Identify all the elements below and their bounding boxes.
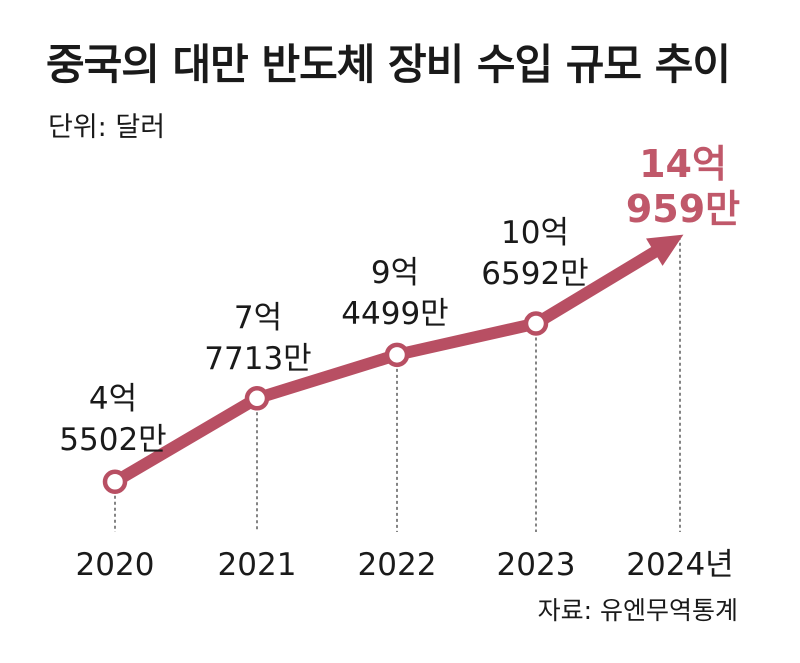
x-tick-2020: 2020	[76, 547, 155, 583]
value-label-2023-line2: 6592만	[481, 256, 588, 292]
value-label-2024년-line1: 14억	[639, 142, 727, 186]
x-tick-2022: 2022	[358, 547, 437, 583]
data-point-2023	[523, 311, 549, 336]
value-label-2021-line2: 7713만	[204, 341, 311, 377]
value-label-2021-line1: 7억	[234, 300, 282, 336]
value-label-2024년-line2: 959만	[626, 187, 740, 231]
arrow-head	[646, 234, 684, 266]
guide-lines	[114, 236, 681, 532]
chart-title: 중국의 대만 반도체 장비 수입 규모 추이	[46, 40, 731, 89]
value-label-2022-line2: 4499만	[341, 296, 448, 332]
data-point-2022	[384, 342, 410, 368]
x-tick-2021: 2021	[218, 547, 297, 583]
x-axis-ticks: 2020 2021 2022 2023 2024년	[76, 547, 734, 583]
value-label-2022-line1: 9억	[371, 255, 419, 291]
value-label-2020-line2: 5502만	[59, 422, 166, 458]
data-point-2020	[102, 469, 128, 494]
data-points	[102, 311, 549, 494]
value-label-2023-line1: 10억	[501, 215, 569, 251]
unit-label: 단위: 달러	[48, 112, 166, 143]
x-tick-2024년: 2024년	[626, 547, 733, 583]
x-tick-2023: 2023	[497, 547, 576, 583]
source-label: 자료: 유엔무역통계	[537, 596, 738, 625]
value-label-2020-line1: 4억	[89, 381, 137, 417]
data-point-2021	[244, 386, 270, 411]
